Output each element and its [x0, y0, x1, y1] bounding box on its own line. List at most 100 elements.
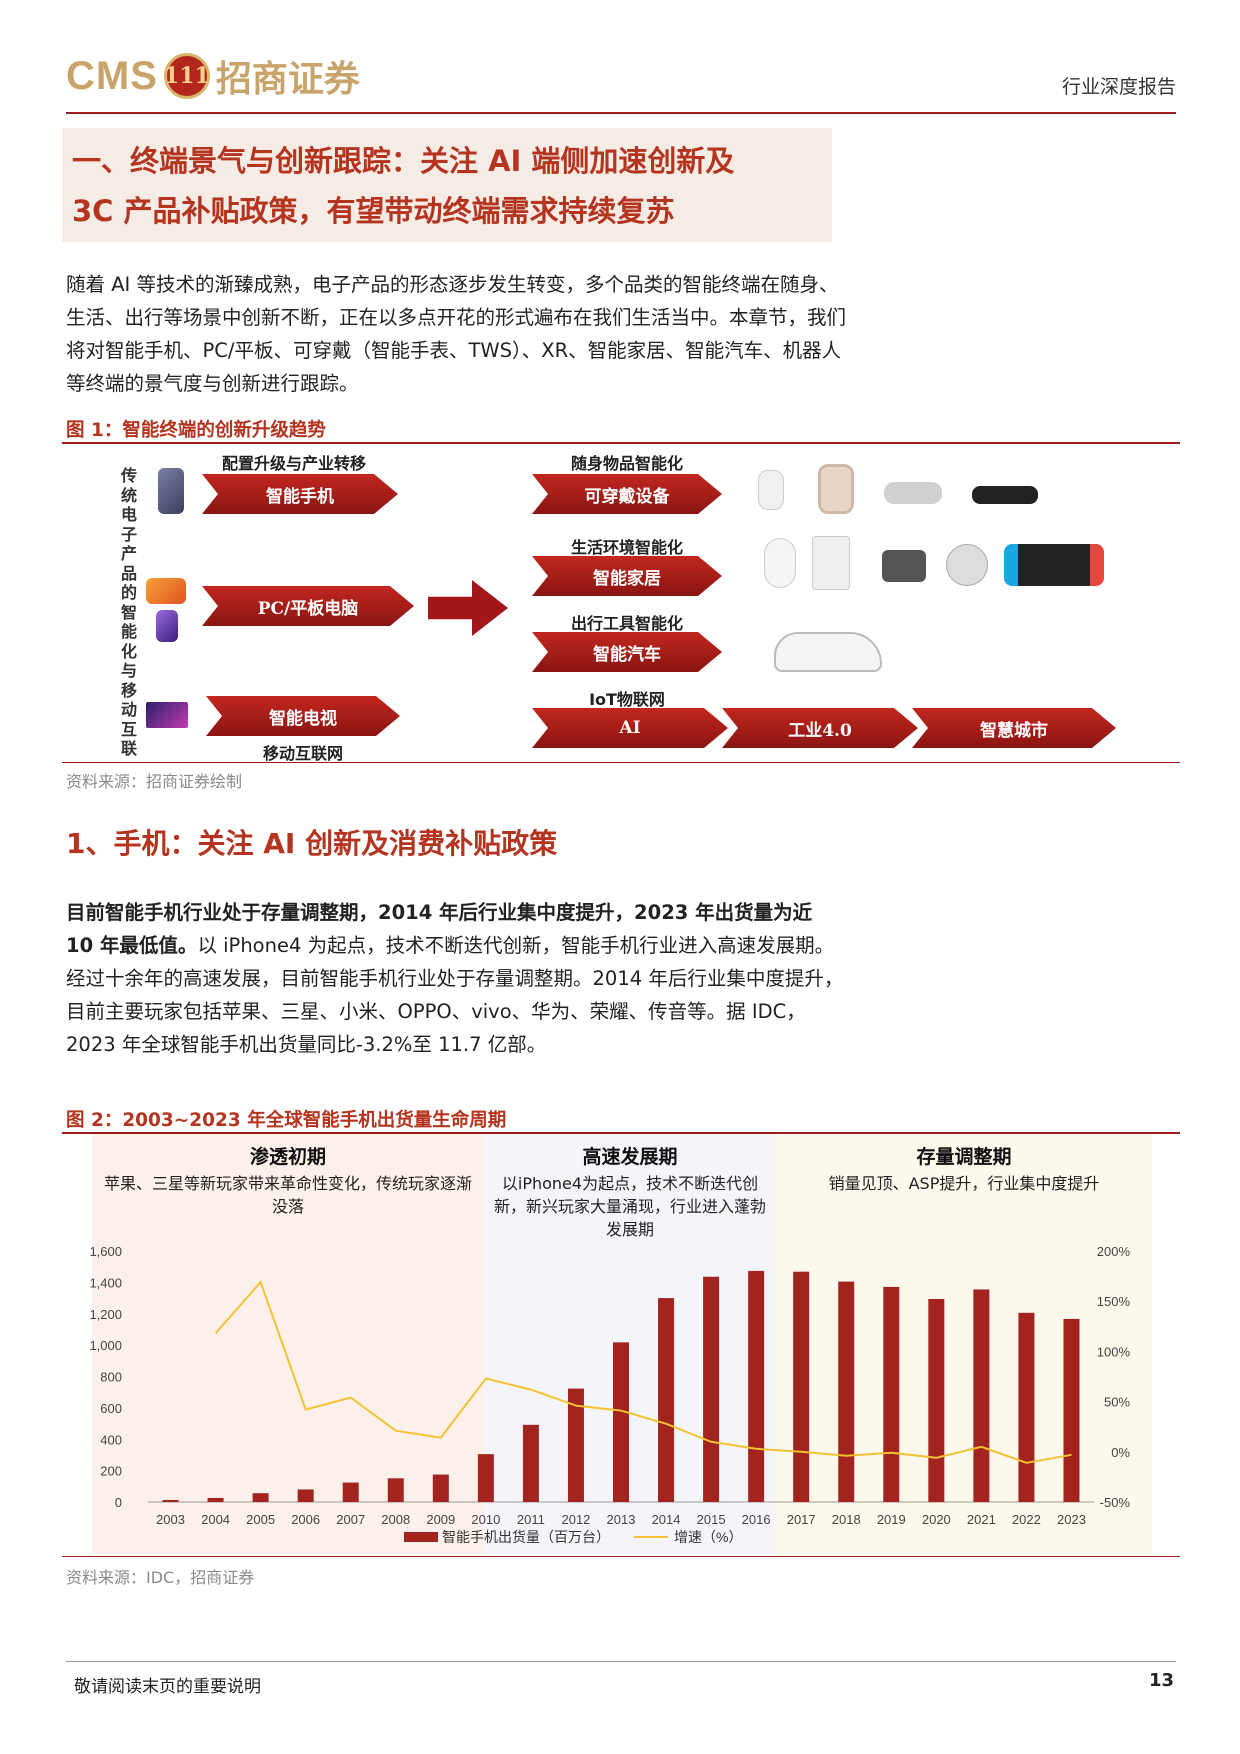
shipment-bar — [297, 1489, 314, 1502]
shipment-bar — [207, 1497, 224, 1502]
shipment-bar — [658, 1298, 675, 1502]
arrow-ai: AI — [532, 708, 728, 748]
figure1-vertical-label: 传统电子产品的智能化与移动互联 — [120, 466, 137, 758]
phase-title: 高速发展期 — [582, 1146, 678, 1168]
y-left-tick-label: 400 — [100, 1432, 122, 1447]
arrow-wearables: 可穿戴设备 — [532, 474, 722, 514]
phone-paragraph: 目前智能手机行业处于存量调整期，2014 年后行业集中度提升，2023 年出货量… — [66, 896, 846, 1061]
shipment-chart-svg: 0 200 400 600 800 1,000 1,200 1,400 1,600 -50% 0% 5… — [89, 1244, 1131, 1545]
x-tick-label: 2009 — [426, 1512, 455, 1527]
shipment-bar — [793, 1271, 810, 1502]
x-tick-label: 2008 — [381, 1512, 410, 1527]
y-left-tick-label: 200 — [100, 1464, 122, 1479]
shipment-bar — [567, 1388, 584, 1502]
figure1-source: 资料来源：招商证券绘制 — [66, 772, 243, 791]
shipment-bar — [387, 1478, 404, 1502]
car-icon — [774, 632, 882, 672]
shipment-bar — [1063, 1318, 1080, 1502]
x-tick-label: 2013 — [607, 1512, 636, 1527]
phase-desc: 以iPhone4为起点，技术不断迭代创新，新兴玩家大量涌现，行业进入蓬勃发展期 — [493, 1174, 766, 1239]
x-tick-label: 2006 — [291, 1512, 320, 1527]
section-title-line2: 3C 产品补贴政策，有望带动终端需求持续复苏 — [72, 194, 675, 228]
shipment-bar — [703, 1276, 720, 1502]
right-item-top-label-2: 出行工具智能化 — [570, 614, 683, 633]
y-left-tick-label: 1,000 — [89, 1338, 122, 1353]
logo-cms-text: CMS — [66, 53, 158, 98]
footer-note: 敬请阅读末页的重要说明 — [74, 1677, 261, 1697]
arrow-smartphone: 智能手机 — [202, 474, 398, 514]
projector-icon — [882, 550, 926, 582]
smartphone-icon — [158, 468, 184, 514]
x-tick-label: 2022 — [1012, 1512, 1041, 1527]
legend-label-bar: 智能手机出货量（百万台） — [442, 1529, 610, 1545]
figure2-chart: 渗透初期 苹果、三星等新玩家带来革命性变化，传统玩家逐渐没落 高速发展期 以iP… — [62, 1134, 1180, 1554]
x-tick-label: 2011 — [517, 1512, 545, 1527]
shipment-bar — [1018, 1312, 1035, 1502]
figure2-source: 资料来源：IDC，招商证券 — [66, 1568, 255, 1587]
figure1-bottom-rule — [62, 762, 1180, 763]
logo-company-name: 招商证券 — [215, 58, 360, 100]
phone-paragraph-rest: 以 iPhone4 为起点，技术不断迭代创新，智能手机行业进入高速发展期。经过十… — [66, 934, 844, 1056]
y-left-tick-label: 1,200 — [89, 1307, 122, 1322]
phase-rapid-growth: 高速发展期 以iPhone4为起点，技术不断迭代创新，新兴玩家大量涌现，行业进入… — [484, 1134, 776, 1554]
left-item-top-label: 配置升级与产业转移 — [221, 454, 366, 473]
phone-paragraph-bold: 目前智能手机行业处于存量调整期，2014 年后行业集中度提升，2023 年出货量… — [66, 901, 813, 957]
vr-headset-icon — [884, 482, 942, 504]
shipment-bar — [522, 1424, 539, 1502]
x-tick-label: 2010 — [471, 1512, 500, 1527]
smart-glasses-icon — [972, 486, 1038, 504]
section-title: 一、终端景气与创新跟踪：关注 AI 端侧加速创新及 3C 产品补贴政策，有望带动… — [62, 128, 832, 242]
figure2-title: 图 2：2003~2023 年全球智能手机出货量生命周期 — [66, 1110, 507, 1131]
y-left-tick-label: 600 — [100, 1401, 122, 1416]
report-type: 行业深度报告 — [1061, 76, 1176, 98]
x-tick-label: 2007 — [336, 1512, 365, 1527]
x-tick-label: 2003 — [156, 1512, 185, 1527]
iot-label: IoT物联网 — [589, 690, 665, 709]
phase-desc: 销量见顶、ASP提升，行业集中度提升 — [828, 1174, 1100, 1193]
arrow-smart-home: 智能家居 — [532, 556, 722, 596]
y-right-tick-label: -50% — [1100, 1495, 1131, 1510]
right-item-top-label-1: 生活环境智能化 — [570, 538, 683, 557]
x-tick-label: 2005 — [246, 1512, 275, 1527]
footer-rule — [66, 1661, 1176, 1662]
x-tick-label: 2019 — [877, 1512, 906, 1527]
shipment-bar — [883, 1286, 900, 1502]
x-tick-label: 2021 — [967, 1512, 996, 1527]
arrow-smart-car: 智能汽车 — [532, 632, 722, 672]
intro-paragraph: 随着 AI 等技术的渐臻成熟，电子产品的形态逐步发生转变，多个品类的智能终端在随… — [66, 273, 847, 395]
x-tick-label: 2012 — [561, 1512, 590, 1527]
shipment-bar — [252, 1493, 269, 1502]
arrow-smart-city: 智慧城市 — [912, 708, 1116, 748]
laptop-icon — [146, 578, 186, 604]
page-header: CMS 111 招商证券 行业深度报告 — [66, 44, 1176, 114]
shipment-bar — [838, 1281, 855, 1502]
tv-icon — [146, 702, 188, 728]
figure1-diagram: 传统电子产品的智能化与移动互联 配置升级与产业转移 智能手机 PC/平板电脑 智… — [62, 446, 1180, 763]
legend-swatch-bar — [404, 1532, 438, 1542]
figure2-bottom-rule — [62, 1556, 1180, 1557]
y-right-tick-label: 200% — [1097, 1244, 1131, 1259]
robot-vacuum-icon — [812, 536, 850, 590]
x-tick-label: 2023 — [1057, 1512, 1086, 1527]
x-tick-label: 2020 — [922, 1512, 951, 1527]
tablet-icon — [156, 610, 178, 642]
shipment-bar — [432, 1474, 449, 1502]
cms-logo: CMS 111 招商证券 — [66, 50, 360, 102]
smartwatch-icon — [818, 464, 854, 514]
y-right-tick-label: 150% — [1097, 1294, 1131, 1309]
x-tick-label: 2016 — [742, 1512, 771, 1527]
x-tick-label: 2018 — [832, 1512, 861, 1527]
arrow-smart-tv: 智能电视 — [206, 696, 400, 736]
x-tick-label: 2014 — [652, 1512, 681, 1527]
smart-speaker-icon — [946, 544, 988, 586]
x-tick-label: 2017 — [787, 1512, 816, 1527]
logo-badge-icon: 111 — [163, 53, 210, 99]
big-right-arrow-icon — [428, 580, 508, 636]
shipment-bar — [748, 1270, 765, 1502]
figure1-title: 图 1：智能终端的创新升级趋势 — [66, 420, 326, 441]
section-title-line1: 一、终端景气与创新跟踪：关注 AI 端侧加速创新及 — [72, 144, 735, 178]
arrow-industry-4: 工业4.0 — [722, 708, 918, 748]
shipment-bar — [342, 1482, 359, 1502]
phase-desc: 苹果、三星等新玩家带来革命性变化，传统玩家逐渐没落 — [103, 1174, 472, 1216]
figure2-top-rule — [62, 1132, 1180, 1134]
